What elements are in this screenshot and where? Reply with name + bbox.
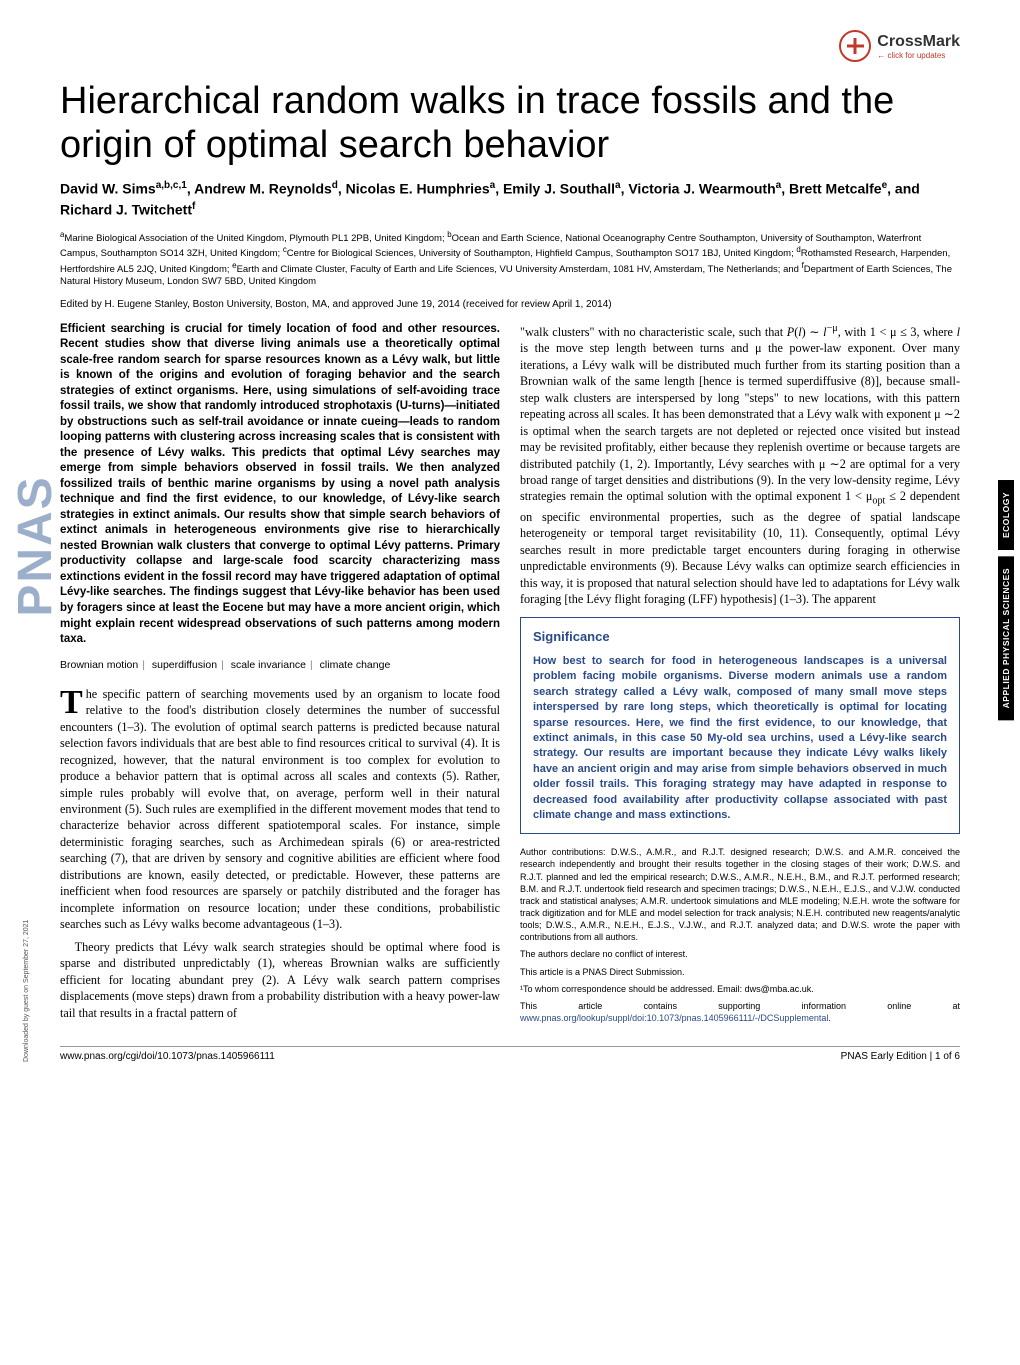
significance-body: How best to search for food in heterogen… — [533, 654, 947, 823]
page-footer: www.pnas.org/cgi/doi/10.1073/pnas.140596… — [60, 1046, 960, 1062]
body-paragraph: The specific pattern of searching moveme… — [60, 686, 500, 933]
crossmark-label: CrossMark — [877, 33, 960, 50]
crossmark-icon — [839, 30, 871, 62]
affiliations: aMarine Biological Association of the Un… — [60, 230, 960, 289]
doi-link[interactable]: www.pnas.org/cgi/doi/10.1073/pnas.140596… — [60, 1051, 275, 1062]
supporting-info: This article contains supporting informa… — [520, 1000, 960, 1024]
footnotes: Author contributions: D.W.S., A.M.R., an… — [520, 846, 960, 1024]
conflict-statement: The authors declare no conflict of inter… — [520, 948, 960, 960]
author-list: David W. Simsa,b,c,1, Andrew M. Reynolds… — [60, 179, 960, 220]
article-title: Hierarchical random walks in trace fossi… — [60, 80, 960, 167]
crossmark-text: CrossMark ← click for updates — [877, 33, 960, 60]
edited-by: Edited by H. Eugene Stanley, Boston Univ… — [60, 299, 960, 310]
correspondence: ¹To whom correspondence should be addres… — [520, 983, 960, 995]
section-label: ECOLOGY — [998, 480, 1014, 550]
page: PNAS CrossMark ← click for updates Hiera… — [0, 0, 1020, 1092]
body-column-2: "walk clusters" with no characteristic s… — [520, 322, 960, 608]
body-column-1: The specific pattern of searching moveme… — [60, 686, 500, 1021]
abstract: Efficient searching is crucial for timel… — [60, 322, 500, 648]
separator: | — [310, 659, 313, 671]
significance-box: Significance How best to search for food… — [520, 617, 960, 834]
download-note: Downloaded by guest on September 27, 202… — [23, 920, 30, 1062]
section-labels: ECOLOGY APPLIED PHYSICAL SCIENCES — [998, 480, 1014, 720]
keyword: scale invariance — [231, 659, 306, 671]
crossmark-sub: ← click for updates — [877, 51, 960, 60]
crossmark-badge[interactable]: CrossMark ← click for updates — [839, 30, 960, 62]
page-number: PNAS Early Edition | 1 of 6 — [841, 1051, 960, 1062]
section-label: APPLIED PHYSICAL SCIENCES — [998, 556, 1014, 720]
keywords: Brownian motion | superdiffusion | scale i… — [60, 658, 500, 672]
significance-title: Significance — [533, 628, 947, 646]
submission-type: This article is a PNAS Direct Submission… — [520, 966, 960, 978]
keyword: superdiffusion — [152, 659, 217, 671]
body-paragraph: "walk clusters" with no characteristic s… — [520, 322, 960, 608]
two-column-body: Efficient searching is crucial for timel… — [60, 322, 960, 1028]
keyword: climate change — [320, 659, 391, 671]
body-paragraph: Theory predicts that Lévy walk search st… — [60, 939, 500, 1021]
separator: | — [142, 659, 145, 671]
author-contributions: Author contributions: D.W.S., A.M.R., an… — [520, 846, 960, 943]
journal-brand: PNAS — [8, 475, 63, 616]
keyword: Brownian motion — [60, 659, 138, 671]
separator: | — [221, 659, 224, 671]
